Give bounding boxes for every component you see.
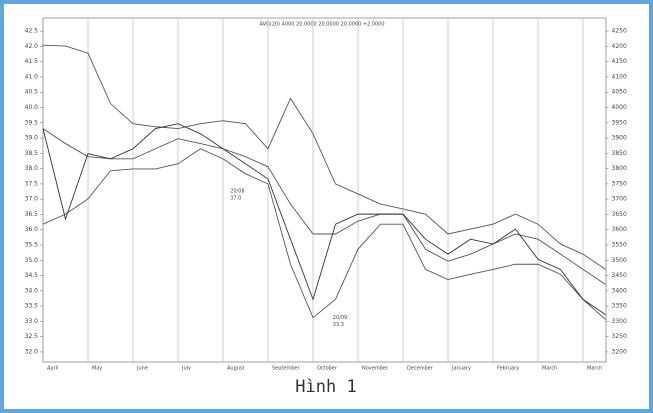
y2-tick-label: 3400: [612, 287, 627, 294]
y2-tick-label: 3950: [612, 119, 627, 126]
y-tick-label: 33.0: [25, 318, 39, 325]
y-tick-label: 42.5: [25, 28, 39, 35]
x-tick-label: March: [587, 366, 602, 372]
y-tick-label: 35.0: [25, 257, 39, 264]
y2-tick-label: 3500: [612, 257, 627, 264]
line-series: [42, 123, 606, 316]
y2-tick-label: 3750: [612, 180, 627, 187]
y2-tick-label: 3550: [612, 241, 627, 248]
y-tick-label: 34.0: [25, 287, 39, 294]
y2-tick-label: 3300: [612, 318, 627, 325]
y-tick-label: 38.0: [25, 165, 39, 172]
annotation: 33.3: [333, 322, 344, 328]
y2-tick-label: 4100: [612, 73, 627, 80]
x-tick-label: March: [542, 366, 557, 372]
line-series: [42, 44, 606, 270]
x-tick-label: January: [451, 366, 471, 372]
y2-tick-label: 3700: [612, 196, 627, 203]
y-tick-label: 39.0: [25, 135, 39, 142]
y-tick-label: 36.5: [25, 211, 39, 218]
y-tick-label: 42.0: [25, 43, 39, 50]
x-tick-label: May: [92, 366, 102, 372]
caption: Hình 1: [295, 377, 356, 397]
y-tick-label: 38.5: [25, 150, 39, 157]
line-series: [42, 148, 606, 320]
annotation: 20/09: [333, 315, 347, 321]
plot-area: [42, 17, 607, 363]
x-tick-label: October: [317, 366, 338, 372]
y-tick-label: 33.5: [25, 303, 39, 310]
x-tick-label: April: [47, 366, 58, 372]
y2-tick-label: 4000: [612, 104, 627, 111]
annotation: 37.0: [230, 195, 241, 201]
y2-tick-label: 3900: [612, 135, 627, 142]
y2-tick-label: 3800: [612, 165, 627, 172]
x-tick-label: June: [136, 366, 148, 372]
y-tick-label: 41.0: [25, 73, 39, 80]
x-tick-label: November: [362, 366, 389, 372]
y-tick-label: 40.5: [25, 89, 39, 96]
x-tick-label: July: [181, 366, 191, 372]
line-series: [42, 128, 606, 285]
y2-tick-label: 3600: [612, 226, 627, 233]
x-tick-label: December: [407, 366, 434, 372]
y2-tick-label: 3850: [612, 150, 627, 157]
y2-tick-label: 4250: [612, 28, 627, 35]
chart-title: AVG(20) 4000 20.0000 20.0000 20.0000 +2.…: [259, 22, 384, 28]
annotation: 20/08: [230, 188, 244, 194]
y-tick-label: 32.0: [25, 348, 39, 355]
y-tick-label: 41.5: [25, 58, 39, 65]
y-tick-label: 39.5: [25, 119, 39, 126]
y2-tick-label: 3350: [612, 303, 627, 310]
y2-tick-label: 3450: [612, 272, 627, 279]
y-tick-label: 35.5: [25, 241, 39, 248]
x-tick-label: February: [497, 366, 519, 372]
y-tick-label: 40.0: [25, 104, 39, 111]
y2-tick-label: 3250: [612, 333, 627, 340]
y-tick-label: 37.5: [25, 180, 39, 187]
y2-tick-label: 3200: [612, 348, 627, 355]
y2-tick-label: 4200: [612, 43, 627, 50]
y-tick-label: 32.5: [25, 333, 39, 340]
x-tick-label: September: [272, 366, 301, 372]
x-tick-label: August: [227, 366, 245, 372]
y-tick-label: 36.0: [25, 226, 39, 233]
y-tick-label: 37.0: [25, 196, 39, 203]
y2-tick-label: 4150: [612, 58, 627, 65]
y2-tick-label: 3650: [612, 211, 627, 218]
y2-tick-label: 4050: [612, 89, 627, 96]
y-tick-label: 34.5: [25, 272, 39, 279]
